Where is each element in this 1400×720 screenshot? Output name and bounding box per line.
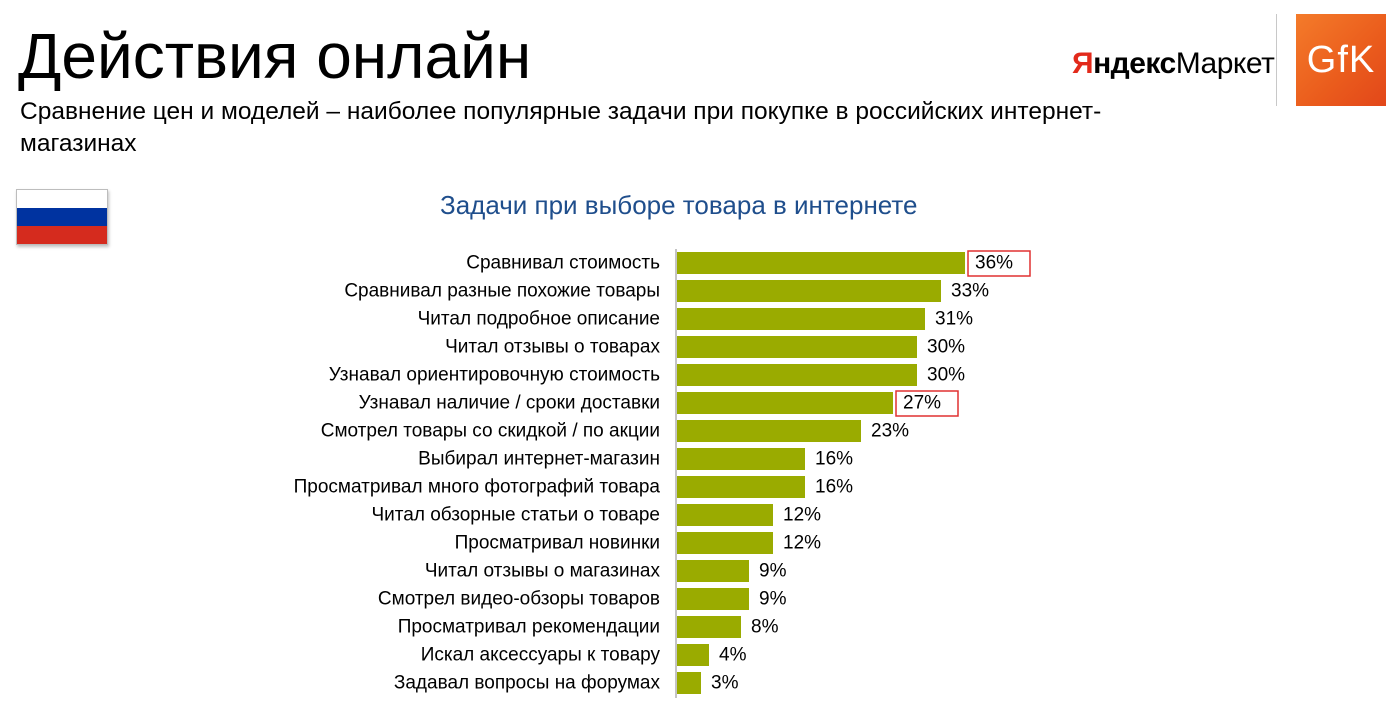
category-label: Узнавал наличие / сроки доставки <box>359 393 660 414</box>
bar <box>677 560 749 582</box>
category-label: Задавал вопросы на форумах <box>394 673 661 694</box>
bar <box>677 532 773 554</box>
category-label: Сравнивал разные похожие товары <box>344 281 660 302</box>
data-label: 9% <box>759 561 787 582</box>
bar <box>677 420 861 442</box>
yandex-market-logo: ЯндексМаркет <box>1072 44 1275 84</box>
data-label: 16% <box>815 477 853 498</box>
russia-flag-icon <box>16 189 108 245</box>
gfk-logo: GfK <box>1296 14 1386 106</box>
data-label: 16% <box>815 449 853 470</box>
bar <box>677 476 805 498</box>
page-title: Действия онлайн <box>18 20 532 92</box>
bar <box>677 504 773 526</box>
logo-divider <box>1276 14 1277 106</box>
category-label: Читал отзывы о товарах <box>445 337 660 358</box>
bar <box>677 644 709 666</box>
bar <box>677 252 965 274</box>
page-subtitle: Сравнение цен и моделей – наиболее попул… <box>20 98 1102 157</box>
data-label: 4% <box>719 645 747 666</box>
yandex-logo-market: Маркет <box>1175 47 1275 80</box>
data-label: 23% <box>871 421 909 442</box>
flag-stripe-red <box>17 226 107 244</box>
bar <box>677 364 917 386</box>
category-label: Искал аксессуары к товару <box>421 645 661 666</box>
data-label: 12% <box>783 505 821 526</box>
data-label: 30% <box>927 337 965 358</box>
bar <box>677 588 749 610</box>
category-label: Выбирал интернет-магазин <box>418 449 660 470</box>
category-label: Просматривал много фотографий товара <box>294 477 661 498</box>
flag-stripe-white <box>17 190 107 208</box>
bar <box>677 280 941 302</box>
bar <box>677 308 925 330</box>
data-label: 9% <box>759 589 787 610</box>
category-label: Узнавал ориентировочную стоимость <box>329 365 660 386</box>
category-label: Просматривал новинки <box>455 533 660 554</box>
yandex-logo-word: ндекс <box>1093 47 1176 80</box>
chart-title: Задачи при выборе товара в интернете <box>440 190 918 220</box>
category-label: Читал отзывы о магазинах <box>425 561 661 582</box>
category-label: Сравнивал стоимость <box>466 253 660 274</box>
data-label: 8% <box>751 617 779 638</box>
category-label: Смотрел товары со скидкой / по акции <box>321 421 660 442</box>
flag-stripe-blue <box>17 208 107 226</box>
bar <box>677 392 893 414</box>
data-label: 36% <box>975 253 1013 274</box>
category-label: Смотрел видео-обзоры товаров <box>378 589 660 610</box>
category-label: Просматривал рекомендации <box>398 617 660 638</box>
data-label: 31% <box>935 309 973 330</box>
bar <box>677 616 741 638</box>
data-label: 33% <box>951 281 989 302</box>
bar <box>677 672 701 694</box>
yandex-logo-letter: Я <box>1072 47 1094 80</box>
bar <box>677 448 805 470</box>
data-label: 12% <box>783 533 821 554</box>
data-label: 30% <box>927 365 965 386</box>
category-label: Читал подробное описание <box>418 309 660 330</box>
bar <box>677 336 917 358</box>
highlight-box <box>895 390 959 417</box>
data-label: 3% <box>711 673 739 694</box>
category-label: Читал обзорные статьи о товаре <box>372 505 660 526</box>
data-label: 27% <box>903 393 941 414</box>
highlight-box <box>967 250 1031 277</box>
